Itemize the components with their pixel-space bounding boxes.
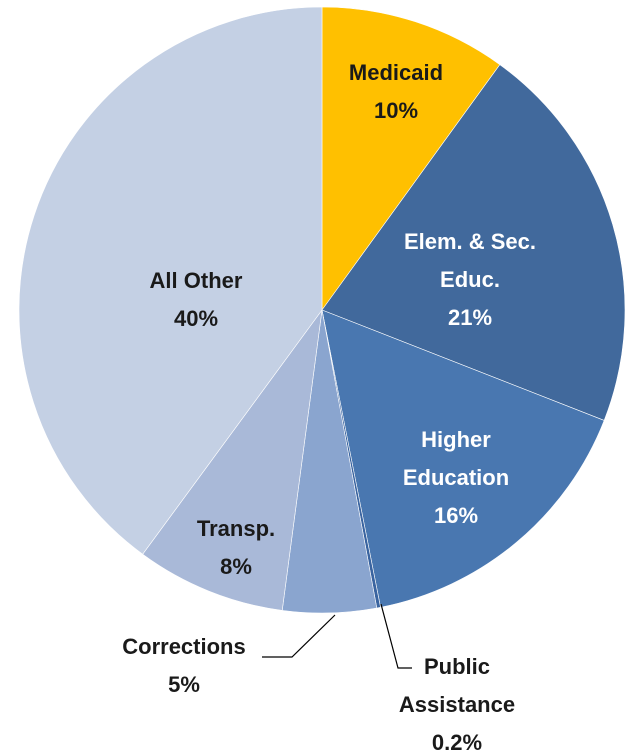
pie-slice (321, 6, 501, 311)
pie-slice (142, 309, 323, 611)
pie-slice (321, 64, 626, 421)
pie-slice (18, 6, 323, 555)
category-label: Public Assistance (398, 654, 516, 717)
value-label: 5% (168, 672, 200, 697)
value-label: 8% (220, 554, 252, 579)
category-label: Medicaid (348, 60, 444, 85)
slice-label: Corrections 5% (99, 628, 269, 704)
slice-label: Higher Education 16% (376, 421, 536, 535)
slice-label: Elem. & Sec. Educ. 21% (390, 223, 550, 337)
value-label: 21% (447, 305, 493, 330)
category-label: Higher Education (402, 427, 510, 490)
pie-slice (321, 309, 605, 608)
slice-label: Public Assistance 0.2% (377, 648, 537, 754)
leader-line (380, 603, 412, 669)
value-label: 10% (373, 98, 419, 123)
category-label: Elem. & Sec. Educ. (403, 229, 537, 292)
value-label: 16% (433, 503, 479, 528)
slice-label: All Other 40% (121, 262, 271, 338)
value-label: 40% (173, 306, 219, 331)
category-label: Transp. (196, 516, 276, 541)
category-label: All Other (149, 268, 243, 293)
value-label: 0.2% (431, 730, 483, 754)
slice-label: Medicaid 10% (326, 54, 466, 130)
category-label: Corrections (122, 634, 246, 659)
slice-label: Transp. 8% (176, 510, 296, 586)
leader-line (262, 614, 336, 658)
